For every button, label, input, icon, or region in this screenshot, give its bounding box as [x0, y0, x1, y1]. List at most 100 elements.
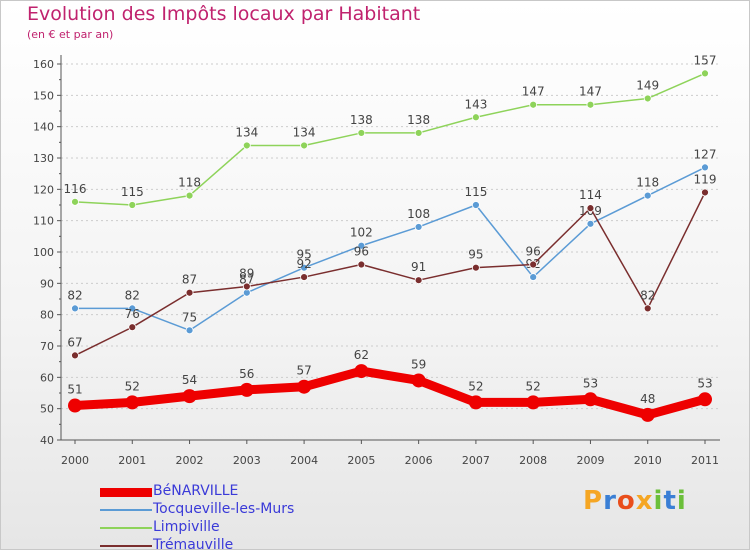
x-tick-label: 2001 — [118, 454, 146, 467]
y-tick-label: 120 — [33, 183, 54, 196]
legend-swatch — [100, 509, 152, 511]
legend-label: BéNARVILLE — [153, 483, 239, 499]
x-tick-label: 2004 — [290, 454, 318, 467]
data-label: 91 — [411, 260, 426, 274]
data-label: 138 — [407, 113, 430, 127]
data-point — [239, 382, 254, 397]
data-label: 67 — [67, 335, 82, 349]
data-label: 82 — [67, 288, 82, 302]
data-point — [701, 163, 709, 172]
data-point — [300, 263, 308, 272]
data-point — [701, 69, 709, 78]
logo-letter: t — [663, 486, 677, 516]
data-point — [354, 364, 369, 379]
legend-swatch — [100, 488, 152, 497]
x-tick-label: 2002 — [176, 454, 204, 467]
data-point — [643, 191, 652, 200]
data-point — [529, 260, 538, 269]
legend-label: Limpiville — [153, 519, 220, 535]
data-label: 138 — [350, 113, 373, 127]
x-tick-label: 2000 — [61, 454, 89, 467]
data-label: 52 — [526, 379, 541, 393]
y-tick-label: 140 — [33, 121, 54, 134]
data-point — [182, 389, 197, 404]
data-label: 52 — [468, 379, 483, 393]
data-point — [71, 197, 79, 206]
data-label: 56 — [239, 367, 254, 381]
data-label: 76 — [125, 307, 140, 321]
data-point — [414, 276, 423, 285]
data-label: 52 — [125, 379, 140, 393]
data-point — [71, 304, 79, 313]
data-label: 114 — [579, 188, 602, 202]
logo-letter: r — [603, 486, 617, 516]
data-label: 62 — [354, 348, 369, 362]
x-tick-label: 2008 — [519, 454, 547, 467]
data-point — [640, 407, 655, 422]
data-point — [414, 129, 423, 137]
data-label: 116 — [64, 182, 87, 196]
data-label: 54 — [182, 373, 197, 387]
data-point — [698, 392, 712, 407]
data-label: 119 — [694, 172, 717, 186]
legend-label: Tocqueville-les-Murs — [153, 501, 295, 517]
data-point — [526, 395, 541, 410]
legend-item: BéNARVILLE — [100, 482, 360, 500]
data-point — [300, 141, 308, 150]
data-label: 87 — [182, 273, 197, 287]
y-tick-label: 160 — [33, 58, 54, 71]
data-point — [529, 273, 538, 281]
legend-item: Limpiville — [100, 518, 360, 536]
series-line — [74, 191, 706, 357]
data-point — [185, 191, 194, 200]
y-tick-label: 130 — [33, 152, 54, 165]
y-tick-label: 70 — [40, 340, 54, 353]
data-point — [128, 304, 137, 313]
data-point — [586, 204, 595, 213]
data-label: 92 — [296, 257, 311, 271]
logo-letter: x — [635, 486, 654, 516]
data-label: 82 — [640, 288, 655, 302]
data-point — [583, 392, 598, 407]
data-point — [643, 94, 652, 103]
series-line — [74, 72, 706, 206]
legend-label: Trémauville — [153, 537, 234, 553]
data-point — [529, 100, 538, 109]
y-tick-label: 80 — [40, 309, 54, 322]
x-tick-label: 2006 — [405, 454, 433, 467]
logo-letter: i — [653, 486, 664, 516]
data-label: 53 — [583, 376, 598, 390]
data-point — [414, 223, 423, 231]
data-point — [411, 373, 426, 388]
data-point — [357, 241, 366, 250]
data-point — [472, 201, 480, 209]
y-tick-label: 40 — [40, 434, 54, 447]
data-label: 143 — [464, 97, 487, 111]
data-point — [242, 141, 251, 150]
data-label: 95 — [468, 248, 483, 262]
data-label: 96 — [526, 245, 541, 259]
data-point — [701, 188, 709, 197]
data-label: 87 — [239, 273, 254, 287]
data-point — [242, 282, 251, 291]
data-point — [185, 288, 194, 297]
data-point — [468, 395, 483, 410]
data-label: 147 — [522, 85, 545, 99]
data-point — [643, 304, 652, 313]
data-label: 147 — [579, 85, 602, 99]
data-label: 48 — [640, 392, 655, 406]
data-point — [586, 100, 595, 109]
data-label: 134 — [293, 125, 316, 139]
y-tick-label: 50 — [40, 403, 54, 416]
data-label: 102 — [350, 226, 373, 240]
data-point — [357, 260, 366, 269]
data-point — [586, 219, 595, 228]
legend-swatch — [100, 527, 152, 529]
data-label: 115 — [121, 185, 144, 199]
series-line — [70, 366, 710, 420]
data-label: 157 — [694, 53, 717, 67]
data-label: 134 — [235, 125, 258, 139]
data-label: 96 — [354, 245, 369, 259]
